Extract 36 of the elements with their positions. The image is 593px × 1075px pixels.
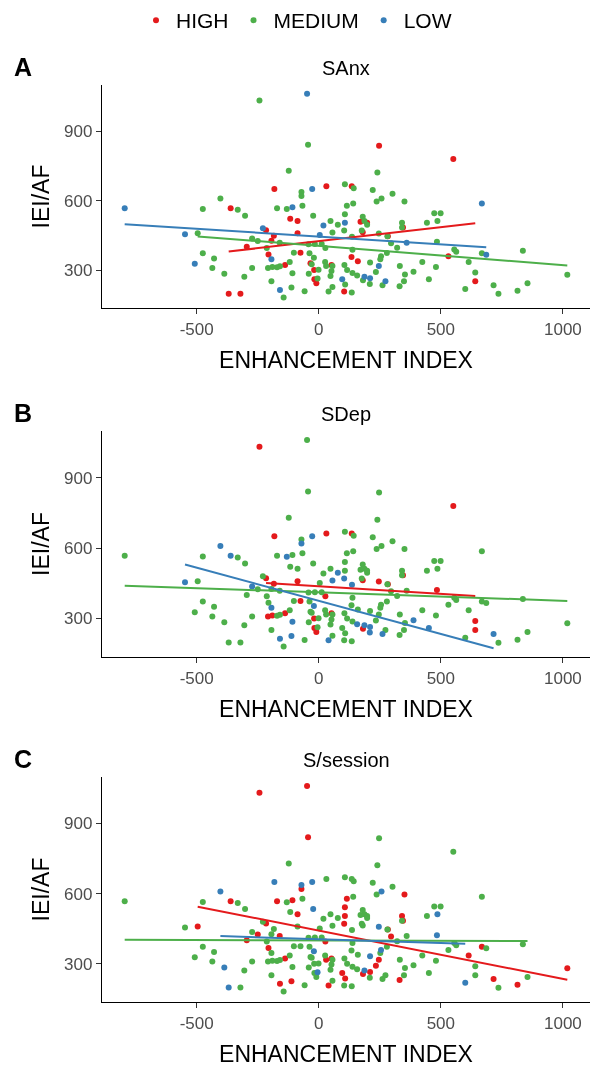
legend-label: MEDIUM — [273, 9, 359, 33]
y-tick-label: 900 — [64, 814, 93, 834]
x-tick-label: 1000 — [543, 1013, 582, 1033]
y-tick-label: 600 — [64, 884, 93, 904]
y-tick-label: 300 — [64, 609, 93, 629]
y-tick-label: 900 — [64, 468, 93, 488]
x-tick-label: -500 — [179, 668, 214, 688]
x-tick-label: 500 — [426, 1013, 456, 1033]
y-axis-title: IEI/AF — [27, 857, 54, 922]
x-tick-label: -500 — [179, 1013, 214, 1033]
chart-title: S/session — [303, 749, 390, 771]
x-tick-label: 0 — [314, 668, 324, 688]
x-axis-title: ENHANCEMENT INDEX — [219, 347, 473, 374]
text: B — [14, 399, 33, 427]
x-tick-label: 1000 — [543, 319, 582, 339]
y-tick-label: 600 — [64, 539, 93, 559]
text: C — [14, 745, 33, 773]
y-tick-label: 900 — [64, 122, 93, 142]
y-tick-label: 600 — [64, 191, 93, 211]
x-axis-title: ENHANCEMENT INDEX — [219, 696, 473, 723]
legend-label: LOW — [403, 9, 452, 33]
chart-title: SAnx — [322, 57, 370, 79]
legend-label: HIGH — [176, 9, 229, 33]
x-tick-label: 0 — [314, 1013, 324, 1033]
y-tick-label: 300 — [64, 260, 93, 280]
y-axis-title: IEI/AF — [27, 164, 54, 229]
y-tick-label: 300 — [64, 954, 93, 974]
text: A — [14, 53, 33, 81]
chart-title: SDep — [321, 403, 372, 425]
y-axis-title: IEI/AF — [27, 512, 54, 576]
x-tick-label: 500 — [426, 319, 456, 339]
x-tick-label: 1000 — [543, 668, 582, 688]
x-axis-title: ENHANCEMENT INDEX — [219, 1041, 473, 1068]
x-tick-label: 500 — [426, 668, 456, 688]
x-tick-label: 0 — [314, 319, 324, 339]
x-tick-label: -500 — [179, 319, 214, 339]
